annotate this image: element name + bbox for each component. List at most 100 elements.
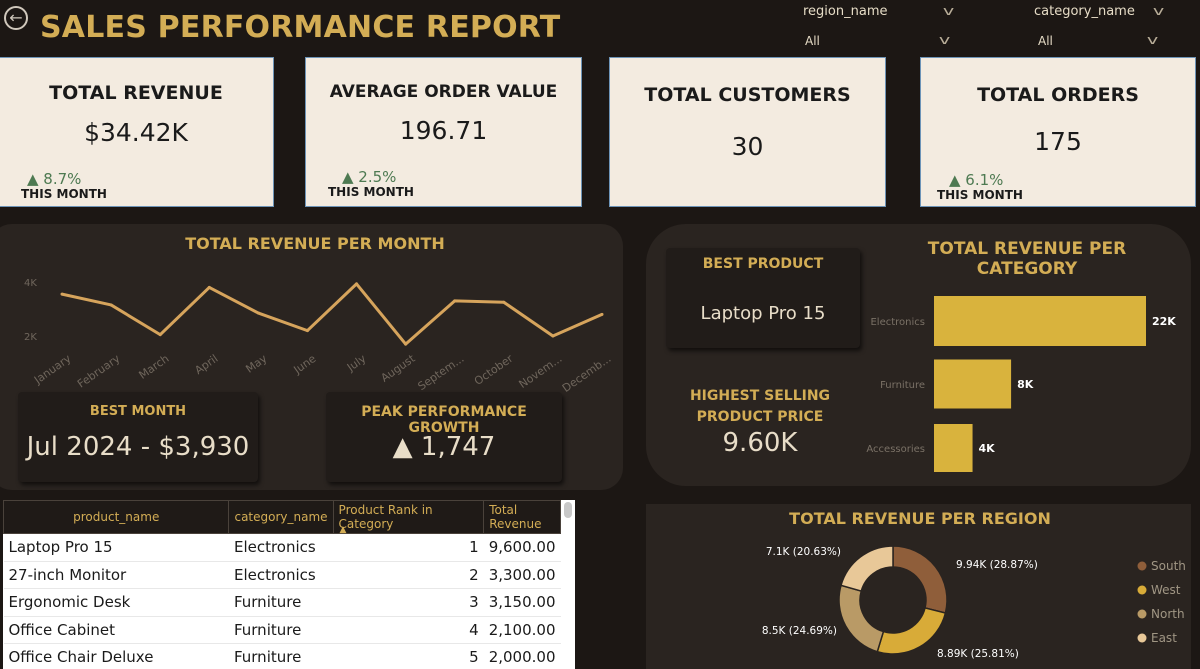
cell-rank: 2 — [333, 561, 484, 589]
line-point — [355, 282, 359, 286]
line-point — [502, 300, 506, 304]
y-tick-label: 4K — [24, 278, 37, 289]
highest-price-label: HIGHEST SELLING PRODUCT PRICE — [689, 388, 831, 425]
line-point — [109, 303, 113, 307]
best-month-value: Jul 2024 - $3,930 — [26, 432, 250, 462]
region-chart-title: TOTAL REVENUE PER REGION — [789, 509, 1051, 528]
region-slicer-label: region_name — [803, 4, 888, 19]
cell-rank: 5 — [333, 643, 484, 669]
line-point — [551, 334, 555, 338]
donut-slice — [838, 584, 885, 653]
category-label: Furniture — [880, 380, 925, 391]
card-value: $34.42K — [84, 118, 188, 147]
legend-marker — [1137, 633, 1147, 643]
highest-price-value: 9.60K — [722, 428, 798, 458]
best-product-value: Laptop Pro 15 — [700, 303, 826, 324]
card-value: 30 — [731, 132, 764, 161]
category-dropdown-chevron-icon[interactable]: v — [1146, 33, 1159, 47]
period-label: THIS MONTH — [21, 187, 107, 201]
change-indicator: ▲ 6.1% — [949, 171, 1004, 189]
category-chart-title: TOTAL REVENUE PER CATEGORY — [927, 239, 1127, 279]
col-header-rank[interactable]: Product Rank in Category ▲ — [332, 500, 485, 535]
category-label: Electronics — [870, 317, 925, 328]
peak-growth-label: PEAK PERFORMANCE GROWTH — [361, 404, 527, 436]
legend-marker — [1137, 609, 1147, 619]
back-arrow-icon[interactable]: ← — [4, 6, 28, 30]
cell-product: Office Cabinet — [3, 616, 229, 644]
table-row[interactable]: Laptop Pro 15 Electronics 1 9,600.00 — [3, 533, 561, 562]
page-title: SALES PERFORMANCE REPORT — [40, 10, 561, 45]
table-scrollbar[interactable] — [564, 502, 572, 518]
cell-product: Laptop Pro 15 — [3, 533, 229, 562]
best-month-label: BEST MONTH — [89, 404, 187, 419]
change-indicator: ▲ 2.5% — [342, 168, 397, 186]
cell-category: Furniture — [228, 616, 334, 644]
cell-rank: 1 — [333, 533, 484, 562]
cell-category: Furniture — [228, 588, 334, 617]
line-point — [404, 342, 408, 346]
revenue-line — [61, 282, 603, 346]
line-point — [600, 312, 604, 316]
y-tick-label: 2K — [24, 332, 37, 343]
total-customers-card: TOTAL CUSTOMERS 30 — [609, 57, 886, 207]
col-header-category-name[interactable]: category_name — [228, 500, 334, 534]
col-header-total-revenue[interactable]: Total Revenue — [483, 500, 561, 534]
total-revenue-card: TOTAL REVENUE $34.42K ▲ 8.7% THIS MONTH — [0, 57, 274, 207]
table-row[interactable]: Office Chair Deluxe Furniture 5 2,000.00 — [3, 643, 561, 669]
line-point — [207, 285, 211, 289]
sort-ascending-icon: ▲ — [339, 525, 347, 535]
card-title: TOTAL CUSTOMERS — [644, 84, 851, 106]
best-product-card: BEST PRODUCT Laptop Pro 15 — [666, 248, 860, 348]
card-title: AVERAGE ORDER VALUE — [329, 82, 558, 102]
slice-label: 9.94K (28.87%) — [956, 559, 1038, 571]
cell-revenue: 3,300.00 — [483, 561, 561, 589]
slice-label: 8.5K (24.69%) — [762, 625, 837, 637]
bar-value-label: 4K — [979, 442, 996, 455]
table-row[interactable]: Ergonomic Desk Furniture 3 3,150.00 — [3, 588, 561, 617]
col-header-product-name[interactable]: product_name — [3, 500, 230, 534]
legend-label: North — [1151, 607, 1185, 621]
period-label: THIS MONTH — [937, 188, 1023, 202]
category-bar — [934, 359, 1012, 409]
category-bar — [934, 296, 1146, 346]
cell-product: Office Chair Deluxe — [3, 643, 229, 669]
donut-slice — [840, 545, 894, 592]
card-title: TOTAL ORDERS — [977, 84, 1139, 106]
legend-label: West — [1151, 583, 1181, 597]
total-orders-card: TOTAL ORDERS 175 ▲ 6.1% THIS MONTH — [920, 57, 1196, 207]
bar-value-label: 8K — [1017, 378, 1034, 391]
chevron-down-icon: v — [1152, 4, 1165, 18]
line-point — [158, 333, 162, 337]
slice-label: 7.1K (20.63%) — [766, 546, 841, 558]
cell-revenue: 2,000.00 — [483, 643, 561, 669]
legend-label: South — [1151, 559, 1186, 573]
category-slicer-value[interactable]: All — [1038, 34, 1053, 48]
cell-category: Electronics — [228, 533, 334, 562]
table-row[interactable]: Office Cabinet Furniture 4 2,100.00 — [3, 616, 561, 644]
category-bar — [934, 424, 973, 472]
peak-growth-value: ▲ 1,747 — [392, 432, 496, 462]
product-rank-table: product_name category_name Product Rank … — [3, 500, 575, 669]
line-point — [60, 292, 64, 296]
cell-rank: 3 — [333, 588, 484, 617]
card-title: TOTAL REVENUE — [49, 82, 223, 104]
bar-value-label: 22K — [1152, 315, 1176, 328]
period-label: THIS MONTH — [328, 185, 414, 199]
peak-growth-card: PEAK PERFORMANCE GROWTH ▲ 1,747 — [326, 392, 562, 482]
region-slicer-value[interactable]: All — [805, 34, 820, 48]
cell-product: Ergonomic Desk — [3, 588, 229, 617]
monthly-revenue-line-chart: 2K 4K — [24, 278, 604, 346]
line-point — [256, 311, 260, 315]
legend-label: East — [1151, 631, 1177, 645]
region-dropdown-chevron-icon[interactable]: v — [938, 33, 951, 47]
cell-category: Furniture — [228, 643, 334, 669]
change-indicator: ▲ 8.7% — [27, 170, 82, 188]
card-value: 196.71 — [399, 116, 488, 145]
category-slicer-label: category_name — [1034, 4, 1135, 19]
cell-product: 27-inch Monitor — [3, 561, 229, 589]
cell-revenue: 3,150.00 — [483, 588, 561, 617]
table-row[interactable]: 27-inch Monitor Electronics 2 3,300.00 — [3, 561, 561, 589]
rank-header-label: Product Rank in Category — [338, 503, 433, 531]
donut-slice — [892, 545, 948, 614]
line-point — [305, 329, 309, 333]
